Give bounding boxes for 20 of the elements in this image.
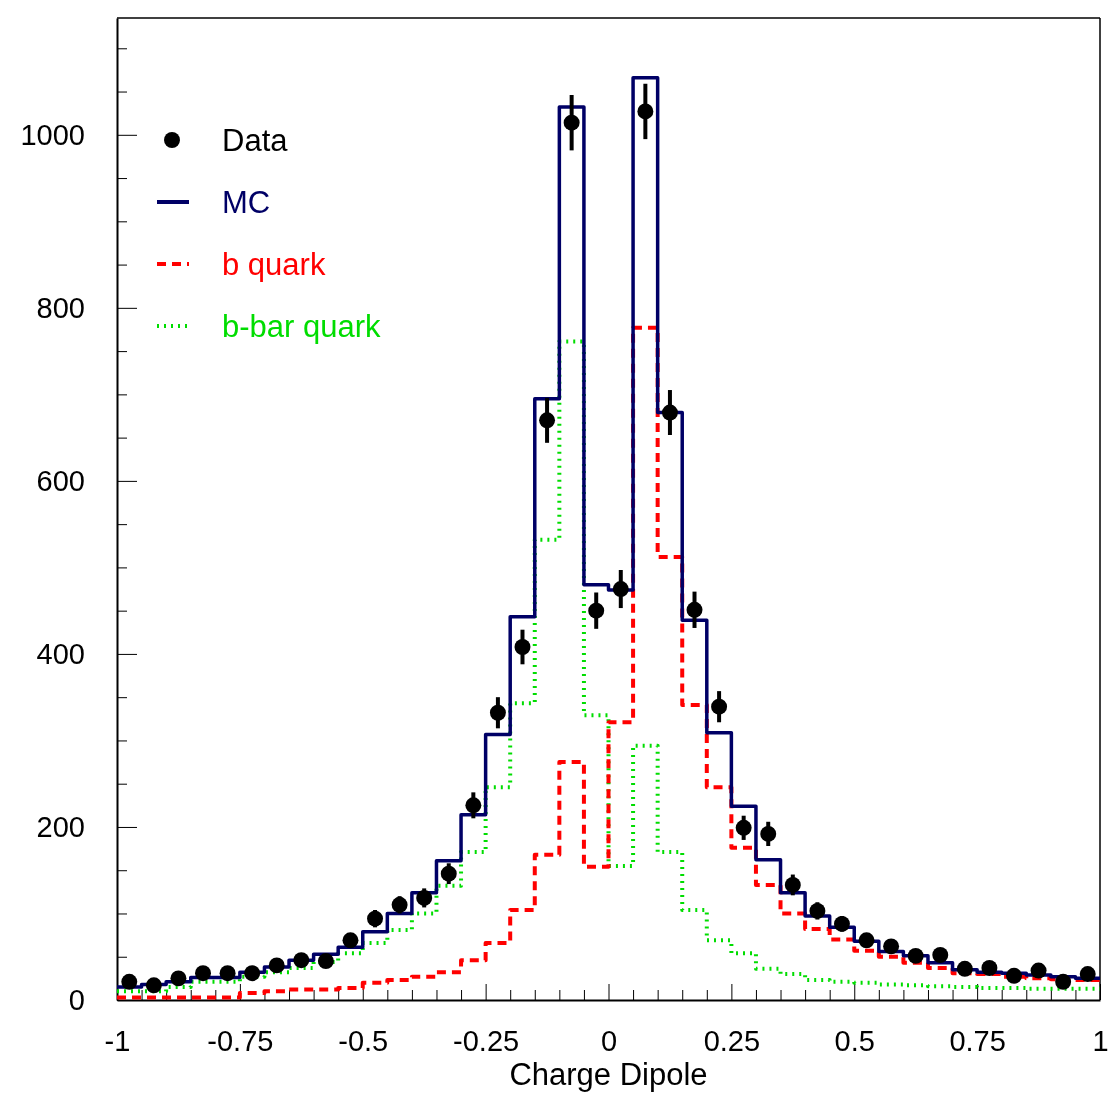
- x-tick-label: -0.75: [207, 1024, 274, 1057]
- x-tick-label: 0.5: [834, 1024, 875, 1057]
- y-tick-label: 800: [36, 291, 85, 324]
- y-tick-label: 400: [36, 637, 85, 670]
- x-tick-label: 0.25: [703, 1024, 761, 1057]
- x-tick-label: 0.75: [949, 1024, 1006, 1057]
- y-tick-label: 600: [36, 464, 85, 497]
- legend-label: b-bar quark: [222, 309, 382, 344]
- x-tick-label: -0.25: [453, 1024, 520, 1057]
- y-tick-label: 0: [68, 983, 85, 1016]
- x-tick-label: 1: [1092, 1024, 1109, 1057]
- legend-label: b quark: [222, 247, 326, 282]
- y-tick-label: 200: [36, 810, 85, 843]
- y-tick-label: 1000: [20, 118, 85, 151]
- x-axis-title: Charge Dipole: [509, 1057, 708, 1092]
- x-tick-label: -0.5: [338, 1024, 389, 1057]
- x-tick-label: -1: [104, 1024, 131, 1057]
- legend-label: Data: [222, 123, 289, 158]
- x-tick-label: 0: [600, 1024, 618, 1057]
- legend-label: MC: [222, 185, 271, 220]
